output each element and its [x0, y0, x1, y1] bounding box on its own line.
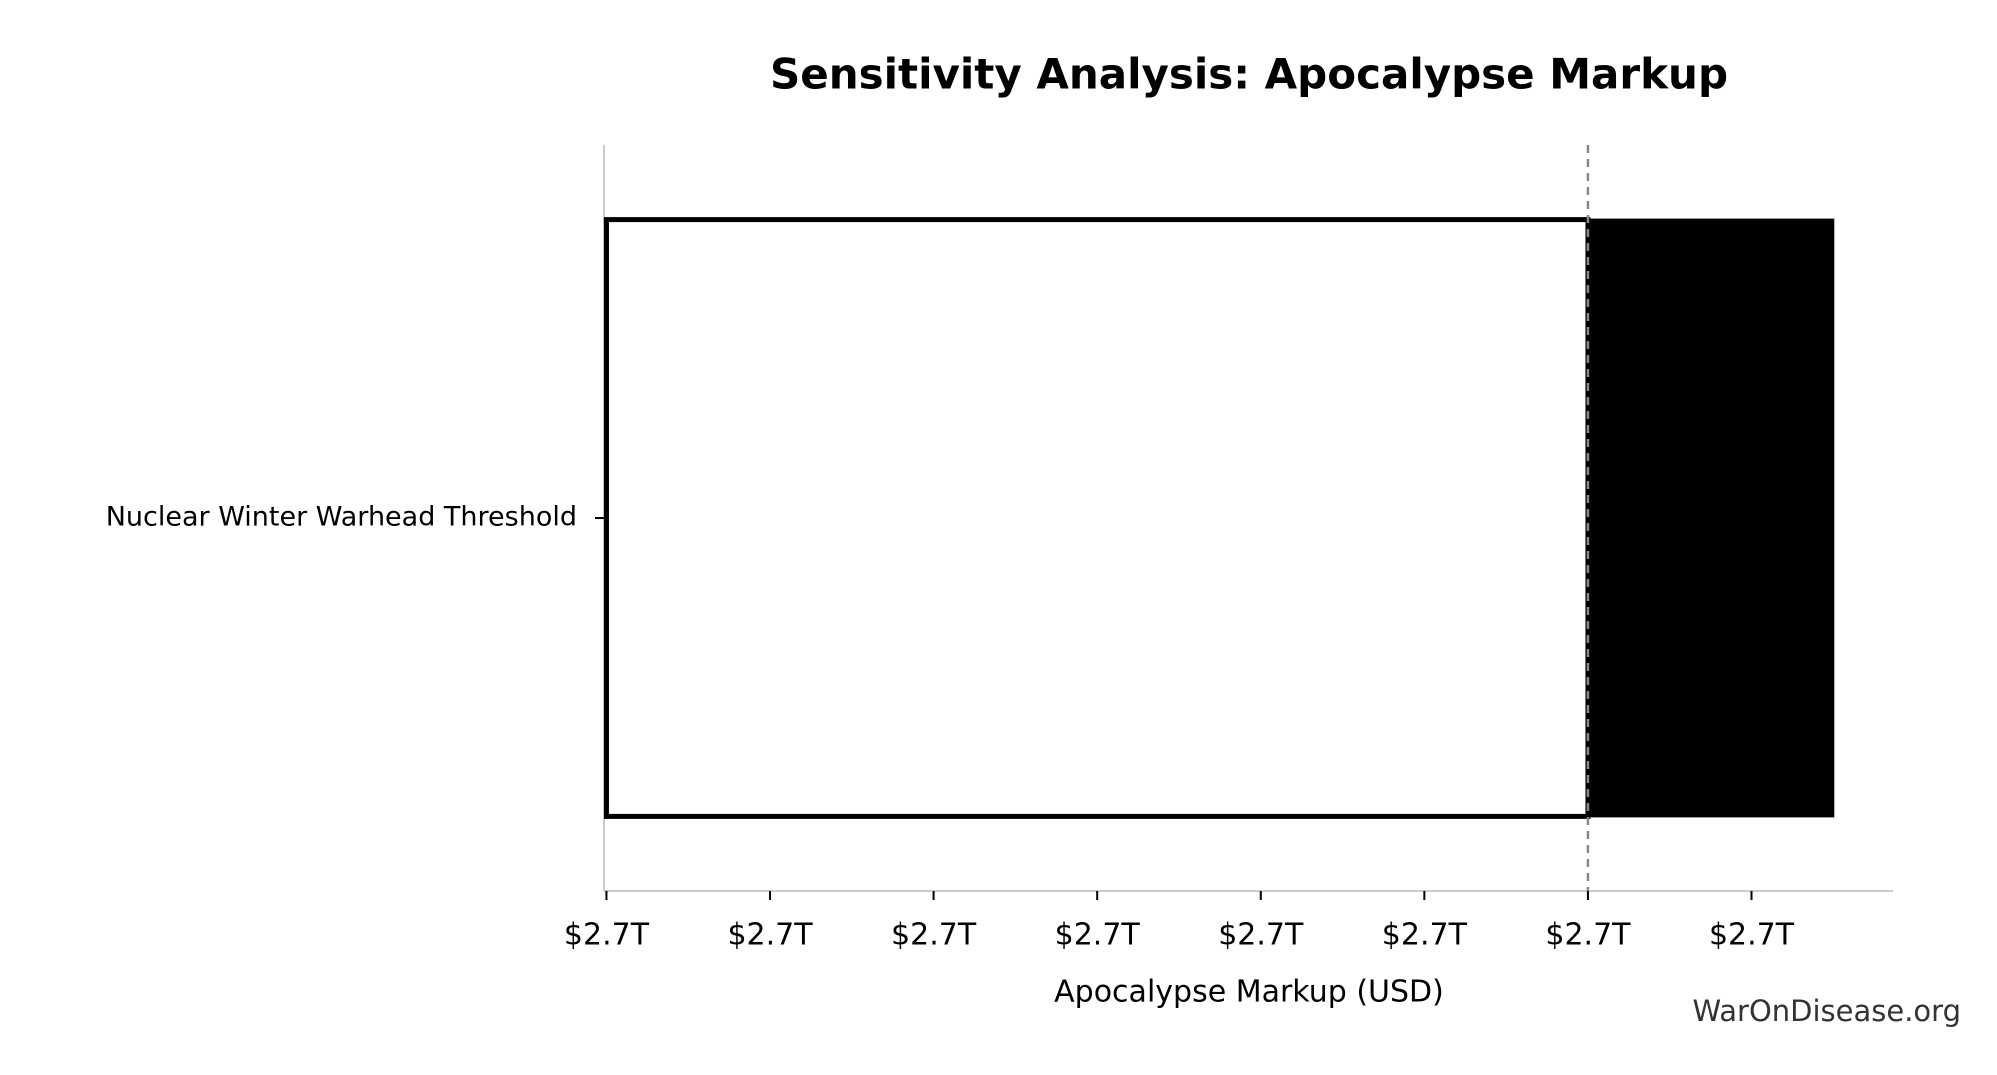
x-tick-label: $2.7T [1055, 918, 1141, 953]
high-bar [1586, 218, 1835, 818]
chart-title: Sensitivity Analysis: Apocalypse Markup [770, 50, 1728, 99]
x-tick-label: $2.7T [564, 918, 650, 953]
low-bar [603, 217, 1591, 819]
x-tick-label: $2.7T [1709, 918, 1795, 953]
x-tick-label: $2.7T [1545, 918, 1631, 953]
x-tick-label: $2.7T [1218, 918, 1304, 953]
x-tick-label: $2.7T [1382, 918, 1468, 953]
x-tick-label: $2.7T [727, 918, 813, 953]
x-tick-label: $2.7T [891, 918, 977, 953]
x-axis-label: Apocalypse Markup (USD) [1054, 975, 1444, 1010]
y-tick-label: Nuclear Winter Warhead Threshold [106, 502, 577, 533]
watermark: WarOnDisease.org [1692, 994, 1961, 1028]
